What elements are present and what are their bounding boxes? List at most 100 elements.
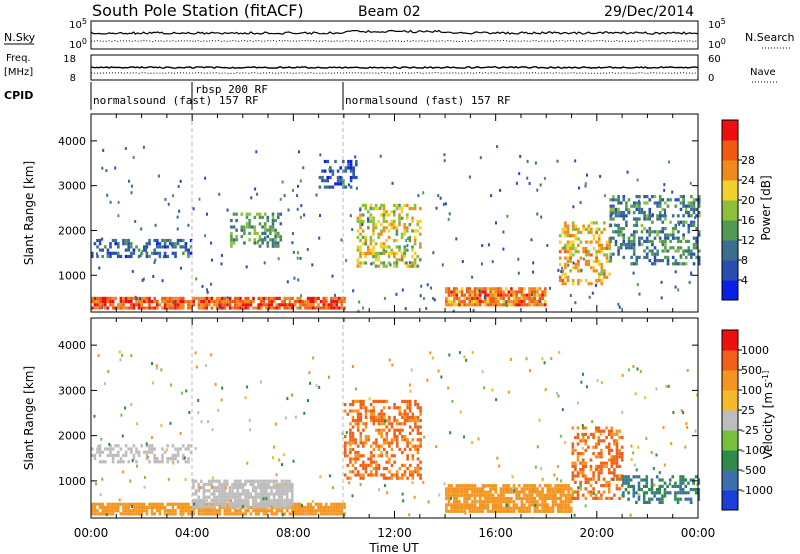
heat-cell (312, 509, 315, 513)
heat-cell (148, 447, 151, 451)
heat-cell (494, 490, 498, 494)
heat-cell (408, 235, 412, 239)
heat-cell (590, 227, 593, 231)
heat-cell (401, 422, 404, 426)
heat-cell (600, 468, 603, 472)
heat-cell (127, 502, 130, 506)
heat-cell (340, 300, 344, 304)
colorbar-swatch (722, 330, 738, 351)
heat-cell (576, 442, 580, 446)
heat-cell (388, 460, 391, 464)
heat-cell (452, 493, 456, 497)
heat-cell (635, 230, 639, 234)
heat-cell (145, 254, 149, 259)
heat-cell (124, 306, 128, 310)
heat-cell (382, 207, 386, 211)
heat-cell (512, 303, 516, 307)
heat-cell (661, 497, 664, 501)
heat-cell (356, 415, 360, 419)
heat-cell (382, 261, 386, 265)
heat-cell (335, 502, 338, 506)
heat-cell (161, 296, 164, 300)
heat-cell (528, 509, 531, 513)
heat-cell (473, 509, 477, 513)
heat-cell (351, 435, 355, 439)
heat-cell (119, 457, 123, 461)
heat-cell (581, 468, 585, 472)
heat-cell (584, 426, 588, 430)
heat-cell (478, 493, 482, 497)
heat-cell (530, 503, 534, 507)
heat-cell (109, 254, 112, 259)
heat-cell (416, 406, 420, 410)
heat-cell (387, 213, 391, 217)
heat-cell (327, 505, 331, 510)
heat-cell (648, 488, 651, 492)
heat-cell (465, 358, 468, 362)
heat-cell (157, 174, 160, 178)
heat-cell (406, 441, 409, 445)
colorbar-swatch (722, 370, 738, 391)
heat-cell (603, 227, 606, 231)
heat-cell (349, 214, 352, 218)
heat-cell (515, 493, 518, 497)
heat-cell (497, 493, 500, 497)
heat-cell (448, 353, 451, 357)
heat-cell (600, 493, 603, 497)
heat-cell (145, 505, 149, 510)
heat-cell (235, 228, 238, 232)
heat-cell (582, 257, 585, 261)
heat-cell (447, 293, 451, 297)
heat-cell (494, 496, 498, 501)
heat-cell (528, 500, 531, 504)
heat-cell (300, 204, 303, 208)
heat-cell (624, 475, 628, 479)
heat-cell (610, 426, 614, 430)
heat-cell (603, 246, 606, 251)
heat-cell (140, 505, 143, 510)
heat-cell (471, 500, 474, 504)
heat-cell (220, 398, 223, 402)
heat-cell (525, 293, 529, 297)
heat-cell (230, 238, 233, 242)
heat-cell (393, 226, 396, 230)
heat-cell (226, 498, 229, 502)
heat-cell (398, 422, 402, 426)
heat-cell (158, 512, 162, 516)
heat-cell (679, 220, 683, 224)
heat-cell (309, 306, 312, 310)
heat-cell (584, 182, 587, 186)
heat-cell (91, 254, 94, 259)
heat-cell (322, 296, 325, 300)
heat-cell (589, 468, 593, 472)
heat-cell (504, 484, 508, 488)
heat-cell (468, 296, 472, 300)
heat-cell (609, 252, 613, 256)
heat-cell (543, 506, 547, 510)
heat-cell (328, 167, 331, 171)
heat-cell (127, 254, 130, 259)
heat-cell (367, 245, 370, 249)
heat-cell (202, 489, 206, 493)
heat-cell (697, 481, 701, 485)
heat-cell (473, 290, 477, 294)
heat-cell (692, 220, 696, 224)
heat-cell (280, 482, 284, 486)
heat-cell (476, 490, 479, 494)
heat-cell (380, 435, 383, 439)
heat-cell (450, 496, 452, 500)
heat-cell (581, 432, 584, 436)
heat-cell (608, 243, 611, 247)
heat-cell (664, 255, 667, 259)
heat-cell (674, 227, 678, 231)
heat-cell (278, 458, 281, 462)
heat-cell (200, 303, 203, 307)
heat-cell (526, 176, 529, 180)
heat-cell (549, 509, 552, 513)
heat-cell (592, 471, 595, 475)
heat-cell (262, 300, 266, 304)
heat-cell (419, 412, 422, 416)
heat-cell (648, 249, 652, 253)
heat-cell (403, 255, 406, 259)
heat-cell (581, 452, 585, 456)
